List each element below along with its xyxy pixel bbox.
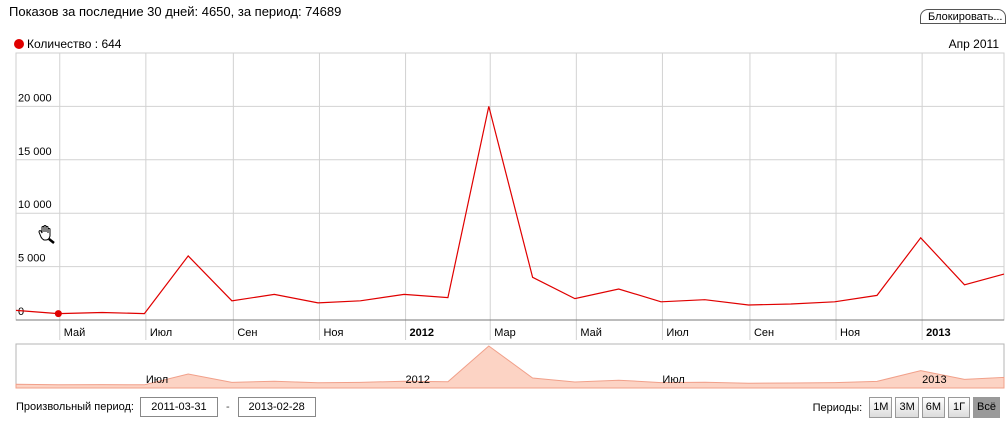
x-tick-label: Ноя	[323, 327, 343, 339]
y-tick-label: 0	[18, 306, 24, 318]
x-tick-label: 2013	[926, 327, 950, 339]
range-separator: -	[225, 401, 230, 413]
period-1m-button[interactable]: 1М	[869, 397, 893, 418]
hover-date-readout: Апр 2011	[948, 37, 999, 51]
period-1y-button[interactable]: 1Г	[948, 397, 971, 418]
legend-label: Количество : 644	[27, 37, 122, 51]
y-tick-label: 15 000	[18, 146, 52, 158]
x-tick-label: Ноя	[840, 327, 860, 339]
y-tick-label: 5 000	[18, 253, 46, 265]
x-tick-label: Май	[580, 327, 602, 339]
navigator-label: Июл	[146, 374, 168, 386]
period-all-button[interactable]: Всё	[973, 397, 1000, 418]
x-tick-label: Июл	[666, 327, 688, 339]
x-tick-label: Июл	[150, 327, 172, 339]
x-tick-label: 2012	[410, 327, 434, 339]
block-button[interactable]: Блокировать...	[920, 9, 1006, 24]
hand-cursor-icon	[38, 225, 55, 244]
legend[interactable]: Количество : 644	[14, 37, 121, 51]
legend-marker	[14, 39, 24, 49]
navigator[interactable]: Июл 2012 Июл 2013	[15, 343, 1005, 389]
grid	[15, 52, 1005, 340]
range-to-input[interactable]	[237, 397, 316, 417]
period-selector: Периоды: 1М 3М 6М 1Г Всё	[813, 397, 1000, 418]
stats-title: Показов за последние 30 дней: 4650, за п…	[9, 4, 342, 19]
x-tick-label: Мар	[494, 327, 516, 339]
x-tick-label: Сен	[237, 327, 257, 339]
plot-frame	[15, 52, 1005, 321]
navigator-label: Июл	[662, 374, 684, 386]
periods-label: Периоды:	[812, 401, 863, 414]
axes: 0 5 000 10 000 15 000 20 000 Май Июл Сен Ноя 2012…	[16, 92, 1004, 339]
y-tick-label: 10 000	[18, 199, 52, 211]
navigator-area	[15, 345, 1005, 389]
chart[interactable]: 0 5 000 10 000 15 000 20 000 Май Июл Сен Ноя 2012…	[0, 0, 1006, 395]
navigator-label: 2013	[922, 374, 946, 386]
custom-range: Произвольный период: -	[16, 397, 316, 417]
x-tick-label: Май	[64, 327, 86, 339]
period-6m-button[interactable]: 6М	[921, 397, 946, 418]
x-tick-label: Сен	[754, 327, 774, 339]
custom-range-label: Произвольный период:	[16, 401, 134, 413]
period-3m-button[interactable]: 3М	[895, 397, 919, 418]
y-tick-label: 20 000	[18, 92, 52, 104]
series-line	[15, 106, 1005, 315]
navigator-label: 2012	[406, 374, 430, 386]
series	[15, 106, 1005, 318]
range-from-input[interactable]	[139, 397, 218, 417]
highlight-point	[54, 310, 62, 318]
